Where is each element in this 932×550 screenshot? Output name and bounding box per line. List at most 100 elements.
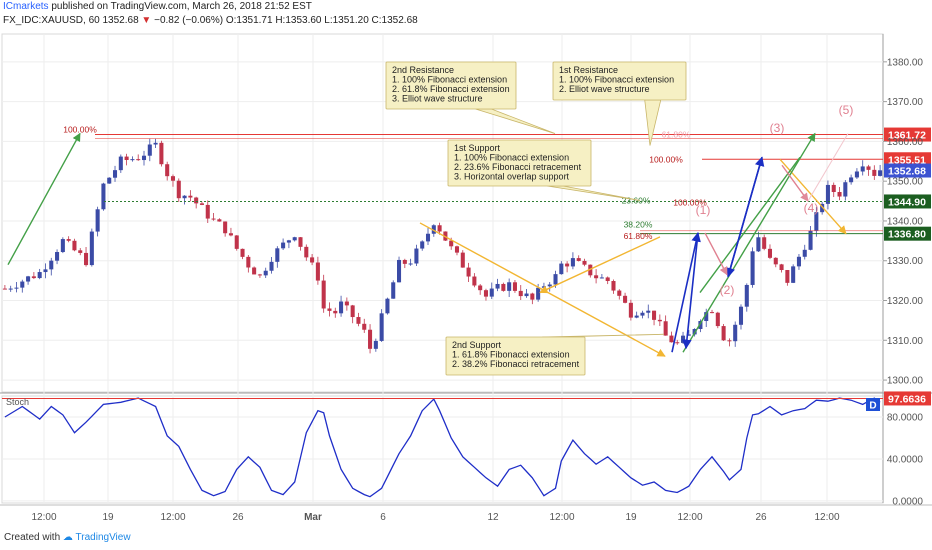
candle-body bbox=[646, 310, 651, 313]
candle-body bbox=[182, 195, 187, 199]
candle-body bbox=[194, 197, 199, 204]
green-trend-arrow bbox=[7, 132, 81, 266]
axes: 12:00 19 12:00 26 Mar 6 12 12:00 19 12:00 26 12:00 1… bbox=[31, 57, 923, 523]
stoch-title: Stoch bbox=[6, 397, 29, 407]
candle-body bbox=[623, 295, 628, 303]
candle-body bbox=[559, 263, 564, 275]
callout-line: 1. 100% Fibonacci extension bbox=[392, 75, 507, 85]
candle-body bbox=[252, 267, 257, 275]
candle-body bbox=[825, 184, 830, 204]
blue-wave-arrow bbox=[671, 231, 701, 353]
candle-body bbox=[292, 237, 297, 241]
ohlc-close: C:1352.68 bbox=[371, 15, 418, 26]
candle-body bbox=[454, 246, 460, 253]
candle-body bbox=[240, 248, 245, 257]
candle-body bbox=[681, 335, 686, 343]
candle-body bbox=[588, 264, 593, 276]
candle-body bbox=[315, 262, 320, 281]
stoch-line bbox=[4, 397, 881, 498]
candle-body bbox=[298, 237, 303, 247]
candle-body bbox=[698, 321, 703, 330]
candle-body bbox=[234, 235, 239, 249]
x-tick-label: 6 bbox=[380, 512, 386, 523]
level-price-label: 1352.68 bbox=[888, 166, 926, 178]
candle-body bbox=[536, 287, 541, 300]
candle-body bbox=[321, 280, 326, 309]
candle-body bbox=[269, 261, 274, 271]
callout-pointer bbox=[475, 108, 556, 134]
candle-body bbox=[472, 276, 477, 286]
y-tick-label: 1320.00 bbox=[887, 296, 924, 307]
candle-body bbox=[704, 312, 709, 322]
symbol-line: FX_IDC:XAUUSD, 60 1352.68 ▼ −0.82 (−0.06… bbox=[3, 15, 418, 26]
candle-body bbox=[744, 284, 749, 307]
candle-body bbox=[767, 248, 773, 258]
y-tick-label: 1350.00 bbox=[887, 177, 924, 188]
candle-body bbox=[112, 170, 118, 178]
candle-body bbox=[333, 310, 338, 314]
publisher-link[interactable]: ICmarkets bbox=[3, 1, 49, 12]
candle-body bbox=[866, 166, 871, 170]
candle-body bbox=[617, 290, 622, 296]
symbol-name[interactable]: FX_IDC:XAUUSD, 60 bbox=[3, 15, 100, 26]
candle-body bbox=[37, 272, 42, 279]
candle-body bbox=[489, 288, 494, 297]
candle-body bbox=[669, 335, 674, 343]
blue-wave-arrow bbox=[682, 232, 699, 350]
candle-body bbox=[101, 183, 106, 210]
candle-body bbox=[408, 263, 413, 265]
candle-body bbox=[831, 184, 836, 193]
candle-body bbox=[217, 219, 222, 222]
callout-line: 2. Elliot wave structure bbox=[559, 84, 650, 94]
x-tick-label: 12:00 bbox=[677, 512, 702, 523]
candle-body bbox=[460, 252, 465, 268]
candle-body bbox=[420, 241, 425, 249]
callout-pointer bbox=[542, 333, 665, 338]
candle-body bbox=[634, 315, 639, 318]
candle-body bbox=[599, 277, 604, 279]
tradingview-link[interactable]: TradingView bbox=[75, 532, 131, 543]
candle-body bbox=[437, 225, 442, 232]
candle-body bbox=[547, 284, 552, 287]
x-tick-label: 12:00 bbox=[160, 512, 185, 523]
candle-body bbox=[721, 326, 726, 341]
y-tick-label: 1310.00 bbox=[887, 336, 924, 347]
candle-body bbox=[756, 237, 761, 252]
candle-body bbox=[159, 142, 164, 165]
x-tick-label: 26 bbox=[755, 512, 767, 523]
candle-body bbox=[779, 264, 784, 271]
pane-frames bbox=[0, 33, 932, 506]
callout-line: 1st Resistance bbox=[559, 65, 618, 75]
candle-body bbox=[14, 287, 19, 289]
candle-body bbox=[524, 293, 529, 297]
level-price-tag bbox=[884, 163, 931, 178]
candle-body bbox=[878, 170, 883, 176]
candle-body bbox=[118, 156, 123, 171]
candle-body bbox=[26, 276, 31, 282]
x-tick-label: 19 bbox=[625, 512, 637, 523]
candle-body bbox=[49, 260, 54, 270]
pink-wave-arrow bbox=[704, 232, 728, 276]
candle-body bbox=[275, 248, 280, 262]
candle-body bbox=[849, 177, 854, 183]
candle-body bbox=[507, 282, 512, 291]
fib-label: 23.60% bbox=[622, 195, 651, 205]
candle-body bbox=[872, 169, 877, 176]
candle-body bbox=[20, 281, 25, 288]
candle-body bbox=[368, 329, 373, 349]
candle-body bbox=[55, 252, 60, 261]
candle-body bbox=[657, 319, 662, 322]
candle-body bbox=[350, 305, 355, 318]
candle-body bbox=[466, 267, 471, 277]
candle-body bbox=[263, 270, 268, 276]
candle-body bbox=[414, 248, 419, 264]
candle-body bbox=[582, 260, 587, 265]
candle-body bbox=[628, 302, 633, 318]
callout-line: 1. 100% Fibonacci extension bbox=[559, 75, 674, 85]
candle-body bbox=[78, 250, 83, 253]
candle-body bbox=[512, 282, 517, 291]
